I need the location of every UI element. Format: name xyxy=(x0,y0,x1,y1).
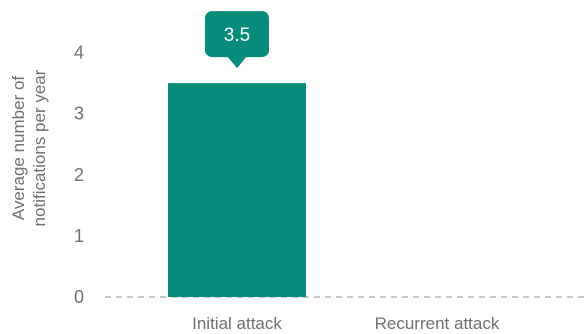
callout-pointer xyxy=(227,56,247,69)
data-label: 3.5 xyxy=(224,25,250,46)
y-tick-label: 4 xyxy=(74,43,84,63)
y-tick-label: 3 xyxy=(74,104,84,124)
data-labels: 3.5 xyxy=(205,11,269,69)
callout-box xyxy=(205,11,269,58)
bar xyxy=(168,83,306,297)
data-label-callout: 3.5 xyxy=(205,11,269,69)
y-axis-label: Average number of notifications per year xyxy=(9,69,49,226)
y-tick-label: 2 xyxy=(74,165,84,185)
category-label: Initial attack xyxy=(192,314,282,333)
y-tick-label: 1 xyxy=(74,226,84,246)
y-tick-label: 0 xyxy=(74,287,84,307)
y-axis-label-line-1: Average number of xyxy=(9,76,28,221)
bars xyxy=(168,83,306,297)
category-labels: Initial attack Recurrent attack xyxy=(192,314,500,333)
y-axis-label-line-2: notifications per year xyxy=(30,69,49,226)
category-label: Recurrent attack xyxy=(375,314,500,333)
y-axis-ticks: 0 1 2 3 4 xyxy=(74,43,84,307)
